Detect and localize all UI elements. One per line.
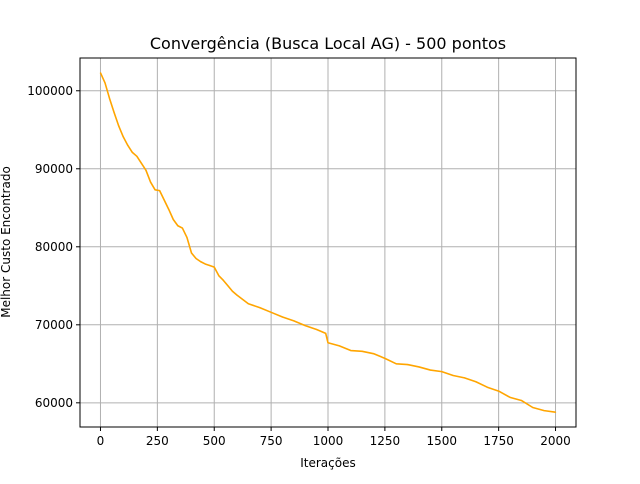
series-point xyxy=(372,353,375,355)
series-point xyxy=(543,410,545,412)
series-point xyxy=(213,266,215,268)
series-point xyxy=(108,97,111,100)
series-point xyxy=(172,218,174,221)
series-point xyxy=(177,225,179,227)
series-point xyxy=(407,363,409,366)
series-point xyxy=(463,377,466,379)
series-point xyxy=(325,332,327,334)
x-tick-label: 2000 xyxy=(540,434,571,448)
series-point xyxy=(236,294,238,296)
series-point xyxy=(199,261,202,263)
series-point xyxy=(149,181,152,183)
series-point xyxy=(113,112,115,114)
series-point xyxy=(418,366,420,368)
series-point xyxy=(190,252,193,254)
series-point xyxy=(186,236,188,239)
series-point xyxy=(270,311,272,313)
series-point xyxy=(131,151,133,153)
y-tick-label: 70000 xyxy=(35,318,73,332)
series-point xyxy=(350,349,352,352)
y-tick-label: 60000 xyxy=(35,396,73,410)
x-tick-label: 500 xyxy=(203,434,226,448)
series-point xyxy=(145,169,147,171)
x-tick-label: 750 xyxy=(260,434,283,448)
chart-title: Convergência (Busca Local AG) - 500 pont… xyxy=(150,34,506,53)
series-point xyxy=(532,406,534,409)
y-axis-label: Melhor Custo Encontrado xyxy=(0,166,13,318)
series-point xyxy=(218,275,220,277)
series-point xyxy=(281,316,284,318)
series-point xyxy=(327,342,329,344)
series-point xyxy=(316,328,318,331)
series-point xyxy=(122,136,124,138)
series-point xyxy=(231,290,234,292)
series-point xyxy=(361,350,363,352)
series-point xyxy=(293,320,295,322)
series-point xyxy=(554,411,557,413)
series-point xyxy=(338,345,340,347)
series-point xyxy=(509,396,511,398)
series-layer xyxy=(99,72,557,413)
series-point xyxy=(227,285,229,287)
x-tick-label: 1000 xyxy=(313,434,344,448)
series-line xyxy=(99,72,556,413)
series-point xyxy=(247,303,249,305)
y-tick-label: 90000 xyxy=(35,162,73,176)
series-point xyxy=(498,390,500,392)
series-point xyxy=(384,357,386,359)
series-point xyxy=(163,199,165,201)
series-point xyxy=(452,374,454,377)
series-point xyxy=(181,227,183,229)
series-point xyxy=(209,264,211,267)
tick-layer: 0 250 500 750 1000 1250 1500 1750 2000 60000 70000… xyxy=(27,84,571,448)
series-point xyxy=(259,307,261,309)
series-point xyxy=(154,189,156,191)
y-tick-label: 80000 xyxy=(35,240,73,254)
series-point xyxy=(204,263,206,265)
x-axis-label: Iterações xyxy=(300,456,356,470)
x-tick-label: 1250 xyxy=(370,434,401,448)
series-point xyxy=(99,72,102,74)
series-point xyxy=(159,190,161,192)
y-tick-label: 100000 xyxy=(27,84,73,98)
series-point xyxy=(195,257,197,260)
x-tick-label: 1500 xyxy=(426,434,457,448)
series-point xyxy=(136,155,138,157)
series-point xyxy=(395,363,397,365)
series-point xyxy=(486,386,488,388)
series-point xyxy=(222,279,224,281)
series-point xyxy=(140,162,143,164)
series-point xyxy=(441,371,443,373)
x-tick-label: 1750 xyxy=(483,434,514,448)
x-tick-label: 250 xyxy=(146,434,169,448)
series-point xyxy=(127,144,129,146)
series-point xyxy=(304,324,306,327)
series-point xyxy=(118,125,120,127)
series-point xyxy=(168,208,170,210)
series-point xyxy=(429,369,431,371)
grid-layer xyxy=(80,58,576,427)
series-point xyxy=(475,381,477,383)
series-point xyxy=(520,399,522,402)
x-tick-label: 0 xyxy=(97,434,105,448)
series-point xyxy=(104,82,106,84)
